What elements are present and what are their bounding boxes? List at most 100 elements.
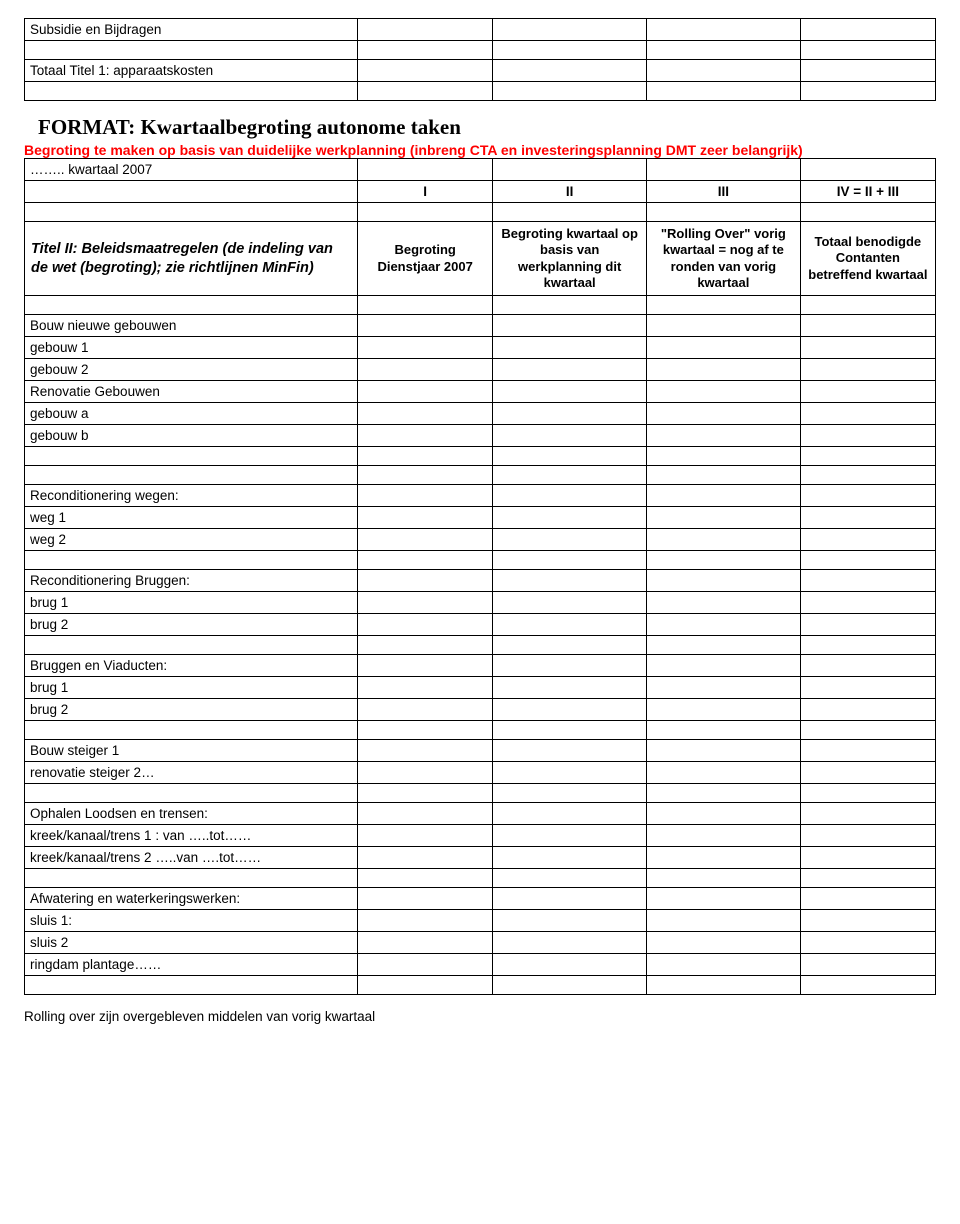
data-cell [358, 699, 493, 721]
data-cell [800, 337, 935, 359]
table-row [25, 976, 936, 995]
data-cell [493, 551, 647, 570]
table-row [25, 869, 936, 888]
data-cell [493, 614, 647, 636]
table-row: Bouw steiger 1 [25, 740, 936, 762]
table-row: gebouw b [25, 425, 936, 447]
row-label: kreek/kanaal/trens 2 …..van ….tot…… [25, 847, 358, 869]
data-cell [493, 466, 647, 485]
data-cell [647, 636, 801, 655]
table-row: Afwatering en waterkeringswerken: [25, 888, 936, 910]
data-cell [647, 847, 801, 869]
row-label: sluis 2 [25, 932, 358, 954]
data-cell [800, 315, 935, 337]
data-cell [647, 381, 801, 403]
table-row: Bouw nieuwe gebouwen [25, 315, 936, 337]
data-cell [493, 740, 647, 762]
preamble-table: Subsidie en Bijdragen Totaal Titel 1: app… [24, 18, 936, 101]
data-cell [647, 529, 801, 551]
data-cell [800, 529, 935, 551]
col-id-3: III [647, 181, 801, 203]
data-cell [493, 869, 647, 888]
table-row: renovatie steiger 2… [25, 762, 936, 784]
table-row [25, 721, 936, 740]
data-cell [493, 888, 647, 910]
data-cell [493, 825, 647, 847]
col-header-2: Begroting kwartaal op basis van werkplan… [493, 222, 647, 296]
data-cell [493, 403, 647, 425]
table-row: sluis 2 [25, 932, 936, 954]
data-cell [358, 551, 493, 570]
data-cell [358, 315, 493, 337]
data-cell [358, 570, 493, 592]
data-cell [647, 699, 801, 721]
data-cell [358, 784, 493, 803]
col-id-2: II [493, 181, 647, 203]
preamble-row: Totaal Titel 1: apparaatskosten [25, 60, 936, 82]
data-cell [358, 447, 493, 466]
data-cell [647, 447, 801, 466]
preamble-label: Totaal Titel 1: apparaatskosten [25, 60, 358, 82]
data-cell [647, 954, 801, 976]
data-cell [647, 592, 801, 614]
row-label [25, 976, 358, 995]
table-row: weg 2 [25, 529, 936, 551]
data-cell [493, 910, 647, 932]
data-cell [358, 403, 493, 425]
preamble-row [25, 41, 936, 60]
spacer-row [25, 296, 936, 315]
data-cell [358, 485, 493, 507]
data-cell [493, 932, 647, 954]
table-row: gebouw 1 [25, 337, 936, 359]
data-cell [800, 636, 935, 655]
preamble-label: Subsidie en Bijdragen [25, 19, 358, 41]
row-label: brug 1 [25, 592, 358, 614]
data-cell [358, 381, 493, 403]
main-table: …….. kwartaal 2007 I II III IV = II + II… [24, 158, 936, 995]
row-label: Ophalen Loodsen en trensen: [25, 803, 358, 825]
data-cell [358, 677, 493, 699]
section-row-header: Titel II: Beleidsmaatregelen (de indelin… [25, 222, 358, 296]
row-label: Bouw nieuwe gebouwen [25, 315, 358, 337]
row-label [25, 636, 358, 655]
data-cell [358, 910, 493, 932]
table-row: Renovatie Gebouwen [25, 381, 936, 403]
data-cell [800, 592, 935, 614]
spacer-row [25, 203, 936, 222]
data-cell [493, 847, 647, 869]
data-cell [493, 976, 647, 995]
preamble-label [25, 41, 358, 60]
data-cell [647, 803, 801, 825]
data-cell [493, 592, 647, 614]
data-cell [647, 570, 801, 592]
col-id-1: I [358, 181, 493, 203]
data-cell [800, 425, 935, 447]
data-cell [800, 721, 935, 740]
data-cell [493, 699, 647, 721]
data-cell [647, 315, 801, 337]
table-row: Reconditionering Bruggen: [25, 570, 936, 592]
table-row [25, 551, 936, 570]
data-cell [800, 551, 935, 570]
period-row: …….. kwartaal 2007 [25, 159, 936, 181]
data-cell [493, 485, 647, 507]
data-cell [358, 655, 493, 677]
data-cell [647, 740, 801, 762]
row-label: kreek/kanaal/trens 1 : van …..tot…… [25, 825, 358, 847]
table-row: kreek/kanaal/trens 1 : van …..tot…… [25, 825, 936, 847]
data-cell [647, 403, 801, 425]
data-cell [358, 337, 493, 359]
table-row: Bruggen en Viaducten: [25, 655, 936, 677]
data-cell [358, 425, 493, 447]
data-cell [800, 466, 935, 485]
data-cell [800, 381, 935, 403]
row-label: brug 2 [25, 614, 358, 636]
table-row: kreek/kanaal/trens 2 …..van ….tot…… [25, 847, 936, 869]
data-cell [493, 425, 647, 447]
data-cell [647, 910, 801, 932]
row-label: Reconditionering Bruggen: [25, 570, 358, 592]
data-cell [493, 636, 647, 655]
table-row: brug 2 [25, 614, 936, 636]
data-cell [800, 976, 935, 995]
data-cell [493, 721, 647, 740]
